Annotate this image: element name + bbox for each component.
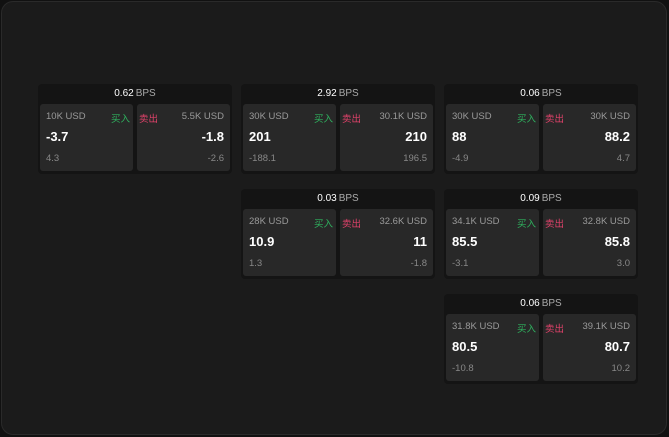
bid-size: 30K USD bbox=[249, 111, 289, 122]
ask-price: 88.2 bbox=[604, 129, 630, 144]
quote-panel: 2.92 BPS 30K USD 买入 201 -188.1 卖出 30.1K U… bbox=[241, 84, 435, 174]
bid-size: 10K USD bbox=[46, 111, 86, 122]
quote-panel: 0.62 BPS 10K USD 买入 -3.7 4.3 卖出 5.5K USD … bbox=[38, 84, 232, 174]
sell-cell[interactable]: 卖出 30.1K USD 210 196.5 bbox=[340, 104, 433, 171]
buy-cell[interactable]: 34.1K USD 买入 85.5 -3.1 bbox=[446, 209, 539, 276]
ask-change: 196.5 bbox=[403, 153, 427, 164]
ask-size: 39.1K USD bbox=[582, 321, 630, 332]
sell-cell[interactable]: 卖出 39.1K USD 80.7 10.2 bbox=[543, 314, 636, 381]
spread-header: 0.06 BPS bbox=[444, 84, 638, 104]
ask-change: 4.7 bbox=[616, 153, 630, 164]
sell-label: 卖出 bbox=[342, 219, 362, 230]
quote-panel: 0.06 BPS 30K USD 买入 88 -4.9 卖出 30K USD 88… bbox=[444, 84, 638, 174]
spread-header: 0.09 BPS bbox=[444, 189, 638, 209]
bid-change: -10.8 bbox=[452, 363, 474, 374]
buy-label: 买入 bbox=[313, 219, 333, 230]
spread-unit: BPS bbox=[541, 193, 562, 204]
sell-label: 卖出 bbox=[342, 114, 362, 125]
spread-unit: BPS bbox=[541, 88, 562, 99]
spread-header: 2.92 BPS bbox=[241, 84, 435, 104]
ask-change: 3.0 bbox=[616, 258, 630, 269]
buy-label: 买入 bbox=[516, 114, 536, 125]
sell-cell[interactable]: 卖出 32.6K USD 11 -1.8 bbox=[340, 209, 433, 276]
buy-label: 买入 bbox=[516, 219, 536, 230]
spread-value: 0.09 bbox=[520, 193, 540, 204]
spread-unit: BPS bbox=[135, 88, 156, 99]
quote-panel: 0.03 BPS 28K USD 买入 10.9 1.3 卖出 32.6K USD… bbox=[241, 189, 435, 279]
spread-header: 0.06 BPS bbox=[444, 294, 638, 314]
quote-panel: 0.06 BPS 31.8K USD 买入 80.5 -10.8 卖出 39.1K… bbox=[444, 294, 638, 384]
bid-price: 85.5 bbox=[452, 234, 478, 249]
spread-unit: BPS bbox=[338, 88, 359, 99]
bid-size: 34.1K USD bbox=[452, 216, 500, 227]
sell-label: 卖出 bbox=[545, 114, 565, 125]
ask-size: 32.8K USD bbox=[582, 216, 630, 227]
sell-label: 卖出 bbox=[139, 114, 159, 125]
buy-cell[interactable]: 10K USD 买入 -3.7 4.3 bbox=[40, 104, 133, 171]
bid-change: -4.9 bbox=[452, 153, 469, 164]
ask-price: -1.8 bbox=[201, 129, 224, 144]
sell-cell[interactable]: 卖出 30K USD 88.2 4.7 bbox=[543, 104, 636, 171]
buy-cell[interactable]: 28K USD 买入 10.9 1.3 bbox=[243, 209, 336, 276]
ask-price: 85.8 bbox=[604, 234, 630, 249]
ask-size: 30K USD bbox=[590, 111, 630, 122]
spread-value: 0.06 bbox=[520, 298, 540, 309]
bid-change: 4.3 bbox=[46, 153, 60, 164]
bid-price: 88 bbox=[452, 129, 467, 144]
buy-label: 买入 bbox=[516, 324, 536, 335]
bid-price: 10.9 bbox=[249, 234, 275, 249]
bid-price: 80.5 bbox=[452, 339, 478, 354]
ask-change: -2.6 bbox=[207, 153, 224, 164]
sell-cell[interactable]: 卖出 32.8K USD 85.8 3.0 bbox=[543, 209, 636, 276]
spread-value: 2.92 bbox=[317, 88, 337, 99]
bid-change: -188.1 bbox=[249, 153, 276, 164]
ask-change: 10.2 bbox=[611, 363, 631, 374]
buy-label: 买入 bbox=[110, 114, 130, 125]
spread-unit: BPS bbox=[338, 193, 359, 204]
ask-change: -1.8 bbox=[410, 258, 427, 269]
buy-cell[interactable]: 31.8K USD 买入 80.5 -10.8 bbox=[446, 314, 539, 381]
spread-value: 0.03 bbox=[317, 193, 337, 204]
quote-panel: 0.09 BPS 34.1K USD 买入 85.5 -3.1 卖出 32.8K … bbox=[444, 189, 638, 279]
sell-label: 卖出 bbox=[545, 219, 565, 230]
ask-price: 11 bbox=[413, 234, 427, 249]
spread-value: 0.06 bbox=[520, 88, 540, 99]
bid-change: -3.1 bbox=[452, 258, 469, 269]
bid-price: -3.7 bbox=[46, 129, 69, 144]
buy-cell[interactable]: 30K USD 买入 88 -4.9 bbox=[446, 104, 539, 171]
buy-cell[interactable]: 30K USD 买入 201 -188.1 bbox=[243, 104, 336, 171]
ask-size: 32.6K USD bbox=[379, 216, 427, 227]
ask-size: 30.1K USD bbox=[379, 111, 427, 122]
bid-size: 28K USD bbox=[249, 216, 289, 227]
ask-price: 210 bbox=[405, 129, 427, 144]
ask-size: 5.5K USD bbox=[181, 111, 224, 122]
ask-price: 80.7 bbox=[604, 339, 630, 354]
buy-label: 买入 bbox=[313, 114, 333, 125]
bid-price: 201 bbox=[249, 129, 271, 144]
bid-change: 1.3 bbox=[249, 258, 263, 269]
sell-cell[interactable]: 卖出 5.5K USD -1.8 -2.6 bbox=[137, 104, 230, 171]
spread-header: 0.03 BPS bbox=[241, 189, 435, 209]
spread-value: 0.62 bbox=[114, 88, 134, 99]
spread-unit: BPS bbox=[541, 298, 562, 309]
bid-size: 31.8K USD bbox=[452, 321, 500, 332]
bid-size: 30K USD bbox=[452, 111, 492, 122]
sell-label: 卖出 bbox=[545, 324, 565, 335]
spread-header: 0.62 BPS bbox=[38, 84, 232, 104]
